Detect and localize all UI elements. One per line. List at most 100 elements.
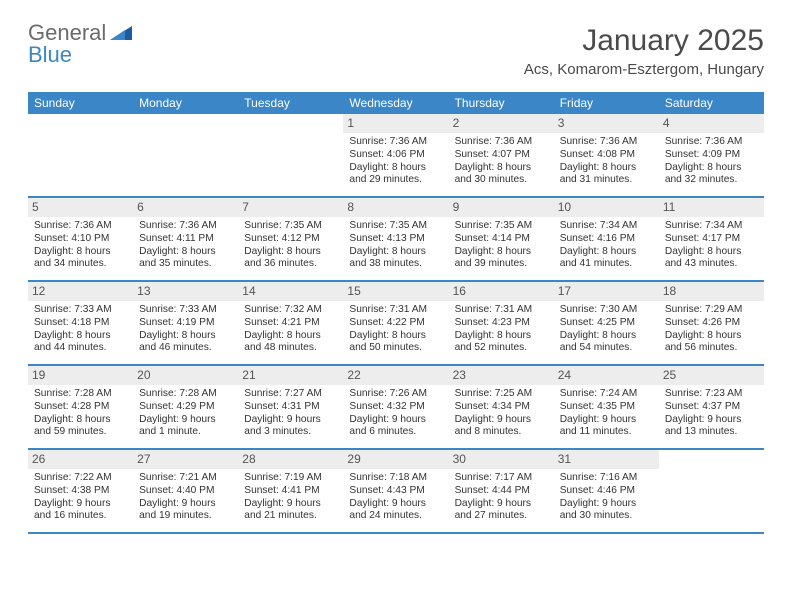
- week-row: 26Sunrise: 7:22 AMSunset: 4:38 PMDayligh…: [28, 450, 764, 534]
- sunrise-text: Sunrise: 7:33 AM: [34, 304, 127, 317]
- logo-text: General Blue: [28, 22, 132, 66]
- daylight-text: Daylight: 8 hours and 52 minutes.: [455, 330, 548, 356]
- daylight-text: Daylight: 8 hours and 44 minutes.: [34, 330, 127, 356]
- sunset-text: Sunset: 4:10 PM: [34, 233, 127, 246]
- day-cell: 29Sunrise: 7:18 AMSunset: 4:43 PMDayligh…: [343, 450, 448, 532]
- sunrise-text: Sunrise: 7:18 AM: [349, 472, 442, 485]
- sunset-text: Sunset: 4:23 PM: [455, 317, 548, 330]
- sunrise-text: Sunrise: 7:19 AM: [244, 472, 337, 485]
- sunset-text: Sunset: 4:25 PM: [560, 317, 653, 330]
- day-header-sun: Sunday: [28, 92, 133, 114]
- day-number: 11: [659, 198, 764, 217]
- daylight-text: Daylight: 8 hours and 32 minutes.: [665, 162, 758, 188]
- daylight-text: Daylight: 8 hours and 41 minutes.: [560, 246, 653, 272]
- daylight-text: Daylight: 9 hours and 6 minutes.: [349, 414, 442, 440]
- day-cell: 15Sunrise: 7:31 AMSunset: 4:22 PMDayligh…: [343, 282, 448, 364]
- sunrise-text: Sunrise: 7:21 AM: [139, 472, 232, 485]
- sunset-text: Sunset: 4:41 PM: [244, 485, 337, 498]
- day-cell: 23Sunrise: 7:25 AMSunset: 4:34 PMDayligh…: [449, 366, 554, 448]
- day-cell: 30Sunrise: 7:17 AMSunset: 4:44 PMDayligh…: [449, 450, 554, 532]
- daylight-text: Daylight: 8 hours and 36 minutes.: [244, 246, 337, 272]
- sunset-text: Sunset: 4:37 PM: [665, 401, 758, 414]
- daylight-text: Daylight: 9 hours and 19 minutes.: [139, 498, 232, 524]
- day-cell: 11Sunrise: 7:34 AMSunset: 4:17 PMDayligh…: [659, 198, 764, 280]
- sunset-text: Sunset: 4:13 PM: [349, 233, 442, 246]
- day-number: 26: [28, 450, 133, 469]
- day-cell: 28Sunrise: 7:19 AMSunset: 4:41 PMDayligh…: [238, 450, 343, 532]
- daylight-text: Daylight: 8 hours and 43 minutes.: [665, 246, 758, 272]
- daylight-text: Daylight: 8 hours and 39 minutes.: [455, 246, 548, 272]
- sunrise-text: Sunrise: 7:22 AM: [34, 472, 127, 485]
- day-cell: 1Sunrise: 7:36 AMSunset: 4:06 PMDaylight…: [343, 114, 448, 196]
- sunrise-text: Sunrise: 7:25 AM: [455, 388, 548, 401]
- sunset-text: Sunset: 4:22 PM: [349, 317, 442, 330]
- day-number: 28: [238, 450, 343, 469]
- day-number: 30: [449, 450, 554, 469]
- sunset-text: Sunset: 4:40 PM: [139, 485, 232, 498]
- day-cell: 20 Sunrise: 7:28 AMSunset: 4:29 PMDayligh…: [133, 366, 238, 448]
- day-header-row: Sunday Monday Tuesday Wednesday Thursday…: [28, 92, 764, 114]
- sunset-text: Sunset: 4:12 PM: [244, 233, 337, 246]
- sunset-text: Sunset: 4:29 PM: [139, 401, 232, 414]
- sunrise-text: Sunrise: 7:31 AM: [349, 304, 442, 317]
- daylight-text: Daylight: 8 hours and 48 minutes.: [244, 330, 337, 356]
- sunset-text: Sunset: 4:06 PM: [349, 149, 442, 162]
- daylight-text: Daylight: 8 hours and 50 minutes.: [349, 330, 442, 356]
- sunrise-text: Sunrise: 7:28 AM: [139, 388, 232, 401]
- day-number: 10: [554, 198, 659, 217]
- sunset-text: Sunset: 4:21 PM: [244, 317, 337, 330]
- daylight-text: Daylight: 9 hours and 1 minute.: [139, 414, 232, 440]
- sunset-text: Sunset: 4:31 PM: [244, 401, 337, 414]
- sunset-text: Sunset: 4:34 PM: [455, 401, 548, 414]
- daylight-text: Daylight: 9 hours and 11 minutes.: [560, 414, 653, 440]
- day-cell: 6Sunrise: 7:36 AMSunset: 4:11 PMDaylight…: [133, 198, 238, 280]
- day-number: 22: [343, 366, 448, 385]
- day-number: 17: [554, 282, 659, 301]
- daylight-text: Daylight: 9 hours and 3 minutes.: [244, 414, 337, 440]
- weeks-container: 1Sunrise: 7:36 AMSunset: 4:06 PMDaylight…: [28, 114, 764, 534]
- day-cell: 22Sunrise: 7:26 AMSunset: 4:32 PMDayligh…: [343, 366, 448, 448]
- day-number: 29: [343, 450, 448, 469]
- sunset-text: Sunset: 4:14 PM: [455, 233, 548, 246]
- daylight-text: Daylight: 9 hours and 8 minutes.: [455, 414, 548, 440]
- daylight-text: Daylight: 8 hours and 54 minutes.: [560, 330, 653, 356]
- sunrise-text: Sunrise: 7:34 AM: [560, 220, 653, 233]
- day-header-wed: Wednesday: [343, 92, 448, 114]
- logo-word2: Blue: [28, 42, 72, 67]
- sunset-text: Sunset: 4:32 PM: [349, 401, 442, 414]
- day-cell: 21Sunrise: 7:27 AMSunset: 4:31 PMDayligh…: [238, 366, 343, 448]
- day-number: 1: [343, 114, 448, 133]
- sunrise-text: Sunrise: 7:36 AM: [34, 220, 127, 233]
- sunrise-text: Sunrise: 7:36 AM: [349, 136, 442, 149]
- day-cell: 16 Sunrise: 7:31 AMSunset: 4:23 PMDayligh…: [449, 282, 554, 364]
- sunrise-text: Sunrise: 7:28 AM: [34, 388, 127, 401]
- sunset-text: Sunset: 4:09 PM: [665, 149, 758, 162]
- day-cell: 14Sunrise: 7:32 AMSunset: 4:21 PMDayligh…: [238, 282, 343, 364]
- logo: General Blue: [28, 24, 132, 64]
- sunset-text: Sunset: 4:35 PM: [560, 401, 653, 414]
- sunrise-text: Sunrise: 7:34 AM: [665, 220, 758, 233]
- location-subtitle: Acs, Komarom-Esztergom, Hungary: [524, 61, 764, 78]
- sunset-text: Sunset: 4:46 PM: [560, 485, 653, 498]
- sunrise-text: Sunrise: 7:35 AM: [244, 220, 337, 233]
- sunrise-text: Sunrise: 7:30 AM: [560, 304, 653, 317]
- day-cell: 25Sunrise: 7:23 AMSunset: 4:37 PMDayligh…: [659, 366, 764, 448]
- daylight-text: Daylight: 9 hours and 13 minutes.: [665, 414, 758, 440]
- sunrise-text: Sunrise: 7:35 AM: [455, 220, 548, 233]
- day-number: 24: [554, 366, 659, 385]
- day-cell: 9Sunrise: 7:35 AMSunset: 4:14 PMDaylight…: [449, 198, 554, 280]
- day-cell: 10Sunrise: 7:34 AMSunset: 4:16 PMDayligh…: [554, 198, 659, 280]
- sunrise-text: Sunrise: 7:36 AM: [665, 136, 758, 149]
- daylight-text: Daylight: 8 hours and 46 minutes.: [139, 330, 232, 356]
- week-row: 1Sunrise: 7:36 AMSunset: 4:06 PMDaylight…: [28, 114, 764, 198]
- sunset-text: Sunset: 4:43 PM: [349, 485, 442, 498]
- sunrise-text: Sunrise: 7:31 AM: [455, 304, 548, 317]
- day-cell: 19Sunrise: 7:28 AMSunset: 4:28 PMDayligh…: [28, 366, 133, 448]
- day-header-mon: Monday: [133, 92, 238, 114]
- day-number: 20: [133, 366, 238, 385]
- day-number: 16: [449, 282, 554, 301]
- day-number: 6: [133, 198, 238, 217]
- day-cell: [659, 450, 764, 532]
- day-header-fri: Friday: [554, 92, 659, 114]
- header: General Blue January 2025 Acs, Komarom-E…: [28, 24, 764, 78]
